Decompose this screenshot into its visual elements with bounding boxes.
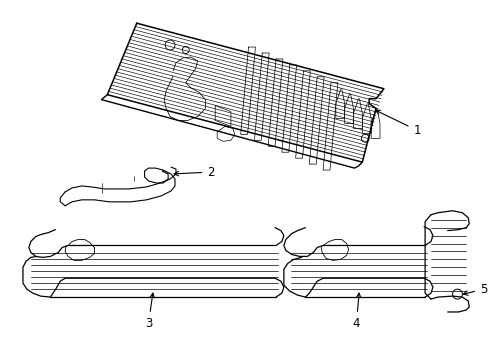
Text: 2: 2: [174, 166, 214, 179]
Text: 5: 5: [463, 283, 487, 296]
Text: 3: 3: [144, 293, 154, 330]
Text: 4: 4: [352, 293, 360, 330]
Text: 1: 1: [375, 110, 420, 137]
